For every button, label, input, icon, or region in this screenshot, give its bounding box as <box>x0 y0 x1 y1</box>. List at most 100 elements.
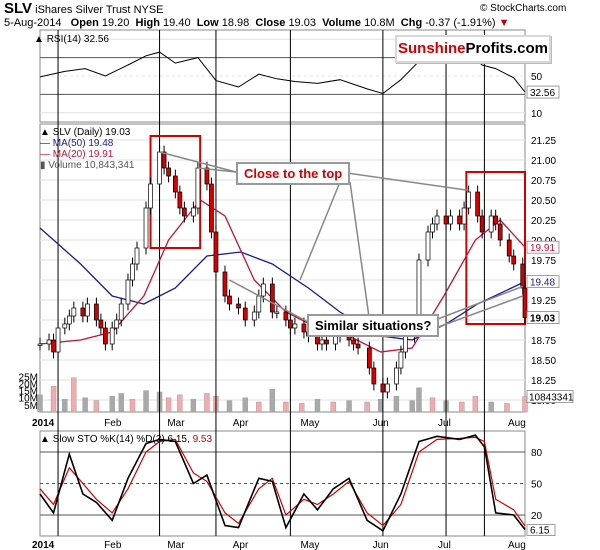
price-candle <box>403 335 408 353</box>
price-candle <box>425 231 431 261</box>
sto-tick-label: 20 <box>531 511 543 522</box>
volume-bar <box>37 394 43 413</box>
volume-bar <box>298 403 305 413</box>
volume-value-tag-box <box>526 390 574 403</box>
x-axis-label-bottom: Aug <box>508 540 526 550</box>
rsi-legend-icon: ▲ <box>34 34 44 45</box>
ma20-value-tag-box <box>526 240 560 254</box>
price-candle <box>520 263 526 289</box>
price-legend-title-text: SLV (Daily) 19.03 <box>52 127 131 138</box>
ma50-legend-text: MA(50) 19.48 <box>52 138 114 149</box>
volume-bar <box>522 396 528 413</box>
price-candle <box>118 303 124 321</box>
price-candle <box>37 343 43 346</box>
x-axis-label-bottom: Feb <box>104 540 122 550</box>
volume-tick-label: 15M <box>19 387 38 398</box>
x-axis-label: Jun <box>373 418 389 429</box>
price-candle <box>511 255 517 265</box>
price-candle <box>283 311 289 321</box>
price-candle <box>94 303 99 321</box>
close-value: 19.03 <box>288 17 316 29</box>
volume-label: Volume <box>322 17 362 29</box>
volume-bar <box>330 401 336 413</box>
price-candle <box>80 307 86 317</box>
volume-bar <box>177 394 183 413</box>
price-candle <box>114 319 120 329</box>
volume-bar <box>283 401 289 413</box>
rsi-value-tag-box <box>526 85 560 99</box>
price-candle <box>256 295 262 313</box>
x-axis-label-bottom: 2014 <box>32 540 55 550</box>
volume-bar <box>346 400 352 413</box>
volume-bar <box>143 390 149 413</box>
volume-bar <box>472 396 479 413</box>
price-candle <box>191 207 196 217</box>
watermark: © StockCharts.com <box>480 3 567 14</box>
price-candle <box>333 335 338 345</box>
price-candle <box>157 151 162 185</box>
ma50-legend: — MA(50) 19.48 <box>40 138 114 149</box>
similar-callout-pointer <box>429 295 524 331</box>
price-candle <box>55 327 61 353</box>
price-candle <box>351 339 356 345</box>
price-candle <box>301 323 307 333</box>
similar-callout-pointer <box>429 285 524 323</box>
top-callout-pointer <box>339 171 469 192</box>
price-tick-label: 20.75 <box>531 176 556 187</box>
highlight-box <box>465 171 527 325</box>
price-candle <box>182 207 187 217</box>
rsi-legend-text: RSI(14) 32.56 <box>46 34 109 45</box>
volume-bar <box>226 400 233 413</box>
price-candle <box>148 183 153 209</box>
ma20-legend: — MA(20) 19.91 <box>40 149 114 160</box>
sto-k-line <box>39 434 526 532</box>
price-candle <box>315 335 320 345</box>
price-candle <box>443 215 449 225</box>
last-price-tag: 19.03 <box>530 314 555 325</box>
x-axis-label-bottom: Jun <box>373 540 389 550</box>
price-candle <box>260 283 266 297</box>
price-candle <box>434 215 440 225</box>
volume-tick-label: 5M <box>24 401 38 412</box>
price-candle <box>204 167 210 185</box>
price-candle <box>172 175 178 193</box>
sto-legend-icon: ▲ <box>40 434 50 445</box>
ma50-value-tag-box <box>526 275 560 289</box>
last-price-tag-box <box>526 311 560 325</box>
callout-similar-situations: Similar situations? <box>307 314 440 337</box>
volume-bar <box>256 401 262 413</box>
price-candle <box>130 263 135 281</box>
price-candle <box>62 323 68 329</box>
quote-line: 5-Aug-2014 Open 19.20 High 19.40 Low 18.… <box>4 17 510 29</box>
volume-bar <box>50 386 57 413</box>
volume-bar <box>118 393 124 413</box>
price-candle <box>324 339 329 345</box>
volume-bar <box>429 397 436 413</box>
down-arrow-icon: ▼ <box>498 17 510 29</box>
volume-value: 10.8M <box>364 17 395 29</box>
volume-bar <box>314 398 321 413</box>
price-candle <box>319 339 325 345</box>
volume-bar <box>416 387 422 413</box>
top-callout-pointer <box>349 181 371 325</box>
volume-bar <box>393 396 400 413</box>
security-name: iShares Silver Trust <box>35 4 131 16</box>
volume-legend-text: Volume 10,843,341 <box>48 160 135 171</box>
volume-legend: ▮ Volume 10,843,341 <box>40 160 135 171</box>
volume-tick-label: 25M <box>19 372 38 383</box>
change-value: -0.37 (-1.91%) <box>425 17 496 29</box>
volume-value-tag: 10843341 <box>529 393 574 404</box>
price-tick-label: 19.75 <box>531 256 556 267</box>
price-legend-title: ▲ SLV (Daily) 19.03 <box>40 127 134 138</box>
price-candle <box>493 215 499 225</box>
price-candle <box>274 311 280 314</box>
volume-bar <box>409 400 415 413</box>
sto-legend-k: Slow STO %K(14) %D(3) 6.15, <box>52 434 190 445</box>
volume-tick-label: 10M <box>19 394 38 405</box>
price-candle <box>497 223 503 241</box>
low-label: Low <box>196 17 219 29</box>
volume-bar <box>71 377 77 413</box>
callout-close-to-top: Close to the top <box>236 162 351 185</box>
high-value: 19.40 <box>163 17 191 29</box>
x-axis-label: Jul <box>438 418 451 429</box>
